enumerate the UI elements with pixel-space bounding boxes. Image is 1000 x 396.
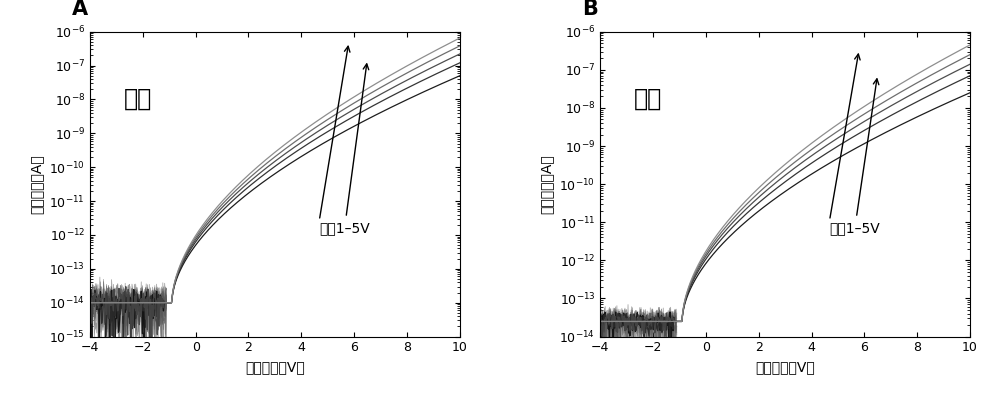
Text: 拉伸: 拉伸 [634,87,662,111]
Text: 收缩: 收缩 [124,87,152,111]
Y-axis label: 源漏电汁（A）: 源漏电汁（A） [540,154,554,214]
Y-axis label: 源漏电汁（A）: 源漏电汁（A） [30,154,44,214]
X-axis label: 栅极电压（V）: 栅极电压（V） [755,360,815,374]
X-axis label: 栅极电压（V）: 栅极电压（V） [245,360,305,374]
Text: A: A [72,0,88,19]
Text: 偏压1–5V: 偏压1–5V [319,64,370,235]
Text: B: B [582,0,598,19]
Text: 偏压1–5V: 偏压1–5V [829,79,880,235]
